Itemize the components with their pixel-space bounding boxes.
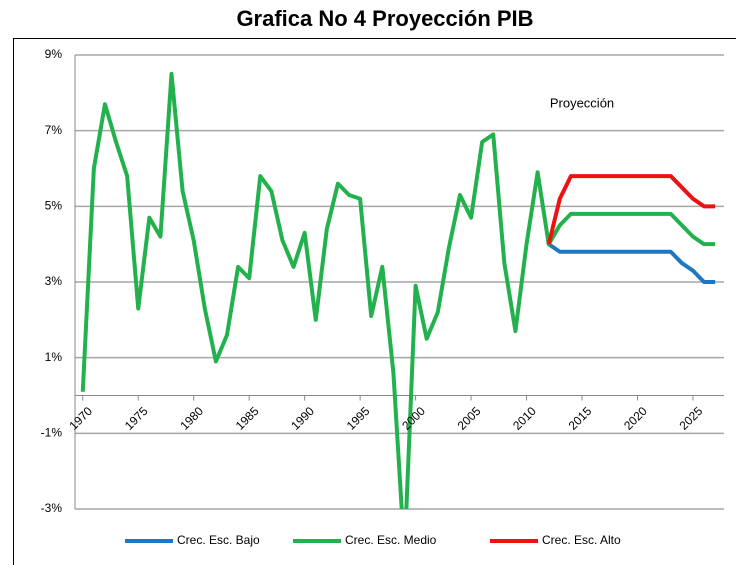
x-tick-label: 2015 <box>566 404 595 433</box>
x-tick-label: 1980 <box>177 404 206 433</box>
y-tick-label: 3% <box>45 274 63 288</box>
x-tick-label: 2020 <box>621 404 650 433</box>
legend-label: Crec. Esc. Medio <box>345 533 437 547</box>
legend-label: Crec. Esc. Bajo <box>177 533 260 547</box>
series-line <box>547 242 716 284</box>
x-tick-label: 2000 <box>399 404 428 433</box>
series-line <box>80 71 716 509</box>
y-tick-label: -3% <box>41 501 63 515</box>
series-line <box>546 174 716 245</box>
y-tick-label: -1% <box>41 426 63 440</box>
x-tick-label: 1990 <box>288 404 317 433</box>
plot-area <box>80 71 716 509</box>
x-tick-label: 1995 <box>344 404 373 433</box>
y-tick-label: 5% <box>45 199 63 213</box>
y-tick-label: 1% <box>45 350 63 364</box>
y-tick-label: 7% <box>45 123 63 137</box>
x-tick-label: 1985 <box>233 404 262 433</box>
x-tick-label: 1970 <box>66 404 95 433</box>
y-tick-label: 9% <box>45 47 63 61</box>
x-tick-label: 1975 <box>122 404 151 433</box>
annotation: Proyección <box>550 95 614 110</box>
x-tick-label: 2005 <box>455 404 484 433</box>
legend-label: Crec. Esc. Alto <box>542 533 621 547</box>
x-tick-label: 2010 <box>510 404 539 433</box>
grid <box>74 54 724 510</box>
x-tick-label: 2025 <box>677 404 706 433</box>
chart-title: Grafica No 4 Proyección PIB <box>236 6 533 31</box>
